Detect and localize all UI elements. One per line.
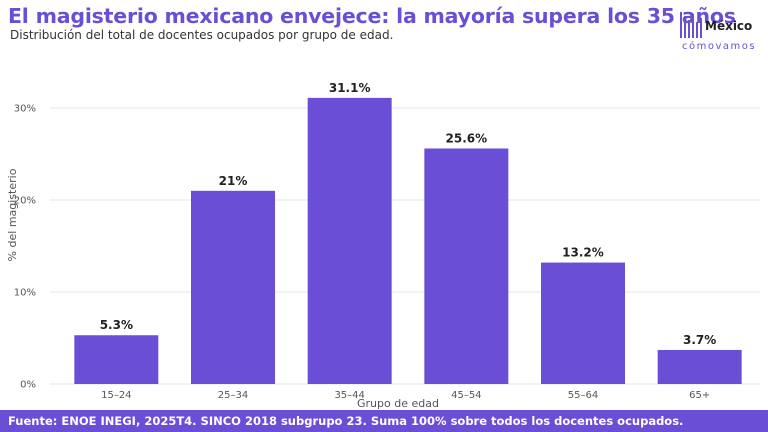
chart-subtitle: Distribución del total de docentes ocupa…	[10, 28, 394, 42]
bar-35–44	[307, 97, 392, 384]
bar-25–34	[191, 190, 275, 384]
data-label: 3.7%	[683, 333, 716, 347]
y-axis-title: % del magisterio	[6, 168, 19, 261]
data-label: 25.6%	[446, 131, 488, 145]
data-labels: 5.3% 21% 31.1% 25.6% 13.2% 3.7%	[100, 81, 717, 347]
x-tick-label: 25–34	[218, 390, 248, 401]
y-tick-label: 20%	[14, 196, 36, 207]
logo-name-top: México	[705, 19, 753, 33]
x-tick-label: 55–64	[568, 390, 598, 401]
bars	[74, 97, 742, 384]
x-tick-label: 45–54	[451, 390, 481, 401]
y-tick-label: 10%	[14, 288, 36, 299]
x-tick-label: 35–44	[334, 390, 364, 401]
x-axis-title: Grupo de edad	[357, 397, 439, 410]
data-label: 5.3%	[100, 318, 133, 332]
x-tick-label: 65+	[689, 390, 710, 401]
source-footer: Fuente: ENOE INEGI, 2025T4. SINCO 2018 s…	[0, 410, 768, 432]
x-tick-label: 15–24	[101, 390, 131, 401]
logo-name-bottom: cómovamos	[682, 41, 757, 52]
bar-15–24	[74, 335, 159, 384]
bar-55–64	[541, 262, 625, 384]
mexico-como-vamos-logo: México cómovamos	[676, 8, 766, 58]
y-tick-label: 0%	[20, 380, 36, 391]
bar-65+	[657, 349, 742, 384]
logo-bars-icon	[680, 12, 702, 38]
chart-title: El magisterio mexicano envejece: la mayo…	[8, 4, 736, 28]
data-label: 31.1%	[329, 81, 371, 95]
grid-lines	[50, 107, 760, 385]
data-label: 21%	[219, 174, 248, 188]
y-tick-labels: 0% 10% 20% 30%	[14, 104, 36, 391]
x-tick-labels: 15–24 25–34 35–44 45–54 55–64 65+	[101, 390, 710, 401]
y-tick-label: 30%	[14, 104, 36, 115]
data-label: 13.2%	[562, 246, 604, 260]
bar-45–54	[424, 148, 509, 384]
